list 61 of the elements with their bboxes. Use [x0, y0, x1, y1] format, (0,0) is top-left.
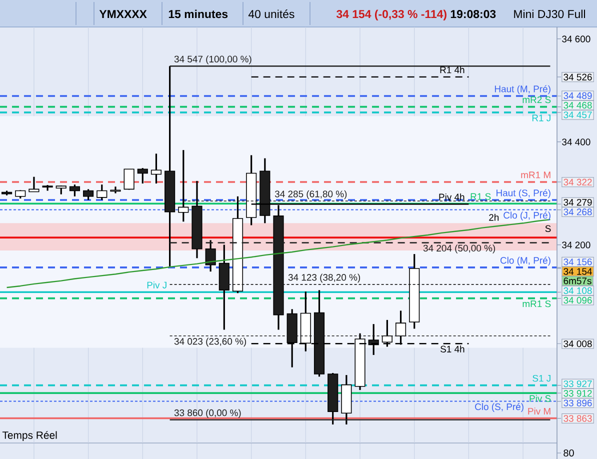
- candlestick: [96, 184, 108, 201]
- ref-line-label: Clo (M, Pré): [500, 256, 550, 266]
- candlestick: [178, 149, 189, 222]
- y-tick-label: 34 489: [564, 92, 592, 99]
- text: 80: [564, 449, 574, 457]
- series-label: 34 204 (50,00 %): [423, 244, 496, 254]
- y-tick-label: 34 268: [564, 208, 592, 216]
- ref-line-label: Piv S: [530, 394, 551, 402]
- y-tick-label: 34 154: [564, 268, 592, 275]
- y-tick-label: 34 200: [562, 242, 590, 248]
- ref-line-label: Clo (J, Pré): [504, 212, 550, 220]
- candlestick: [150, 152, 162, 184]
- y-tick-label: 34 008: [564, 340, 592, 348]
- series-label: R1 4h: [440, 66, 464, 74]
- ref-line-label: mR2 S: [522, 96, 551, 104]
- ref-line-label: mR1 S: [522, 300, 551, 308]
- text: 15 minutes: [168, 10, 228, 18]
- text: 6m57s: [564, 278, 592, 284]
- y-tick-label: 34 096: [564, 296, 592, 304]
- y-tick-label: 34 600: [562, 36, 590, 42]
- ref-line-label: R1 J: [532, 114, 550, 122]
- y-tick-label: 33 927: [564, 380, 592, 388]
- ref-line-label: mR1 M: [521, 172, 550, 178]
- ref-line-label: R1 S: [470, 193, 491, 200]
- band-label: S: [545, 225, 551, 232]
- y-tick-label: 33 912: [564, 390, 592, 397]
- y-tick-label: 34 279: [564, 198, 592, 206]
- annotation: 2h: [489, 214, 499, 221]
- series-label: 34 547 (100,00 %): [174, 55, 252, 64]
- ref-line-label: Clo (S, Pré): [475, 403, 524, 412]
- text: 40 unités: [248, 10, 294, 18]
- text: 34 154 (-0,33 % -114): [336, 10, 446, 20]
- series-label: 34 023 (23,60 %): [174, 338, 246, 347]
- candlestick: [69, 184, 80, 198]
- y-tick-label: 34 400: [562, 138, 590, 146]
- y-tick-label: 34 108: [564, 287, 592, 294]
- chart-title: YMXXXX: [99, 10, 147, 18]
- y-tick-label: 34 322: [564, 178, 592, 186]
- ref-line-label: Piv J: [147, 282, 166, 288]
- ref-line-label: Piv M: [528, 408, 550, 414]
- y-tick-label: 33 896: [564, 400, 592, 406]
- series-label: Piv 4h: [439, 193, 464, 200]
- series-label: S1 4h: [440, 346, 464, 352]
- ref-line-label: S1 J: [532, 374, 550, 382]
- y-tick-label: 34 468: [564, 102, 592, 109]
- y-tick-label: 34 526: [564, 74, 592, 80]
- candlestick: [28, 176, 40, 193]
- text: 19:08:03: [450, 10, 496, 18]
- series-label: 34 285 (61,80 %): [274, 190, 347, 200]
- series-label: 34 123 (38,20 %): [288, 274, 360, 283]
- candlestick: [124, 168, 134, 190]
- ref-line-label: Haut (S, Pré): [496, 189, 550, 198]
- candlestick: [83, 188, 94, 201]
- y-tick-label: 34 156: [564, 258, 592, 266]
- candlestick: [137, 167, 148, 184]
- annotation: Temps Réel: [2, 431, 57, 441]
- y-tick-label: 34 457: [564, 112, 592, 118]
- series-label: 33 860 (0,00 %): [174, 409, 241, 418]
- y-tick-label: 33 863: [564, 415, 592, 422]
- ref-line-label: Haut (M, Pré): [494, 85, 550, 94]
- text: Mini DJ30 Full: [514, 10, 585, 18]
